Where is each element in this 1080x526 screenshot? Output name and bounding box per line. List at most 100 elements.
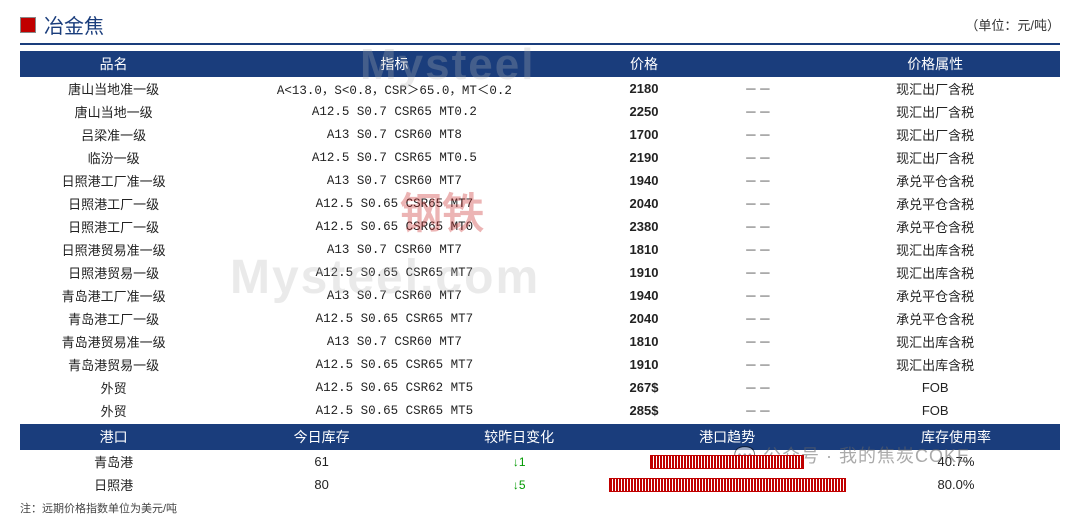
trend-cell — [602, 450, 852, 473]
column-header: 指标 — [207, 51, 581, 77]
spec-cell: A12.5 S0.65 CSR65 MT7 — [207, 307, 581, 330]
spec-cell: A13 S0.7 CSR60 MT7 — [207, 330, 581, 353]
spec-cell: A12.5 S0.7 CSR65 MT0.2 — [207, 100, 581, 123]
spec-cell: A12.5 S0.65 CSR65 MT7 — [207, 261, 581, 284]
spec-cell: A12.5 S0.65 CSR65 MT7 — [207, 192, 581, 215]
port-name: 青岛港 — [20, 450, 207, 473]
product-name: 青岛港工厂一级 — [20, 307, 207, 330]
page-title: 冶金焦 — [44, 10, 104, 39]
column-header: 价格属性 — [810, 51, 1060, 77]
table-row: 青岛港工厂一级A12.5 S0.65 CSR65 MT72040－－承兑平仓含税 — [20, 307, 1060, 330]
change-cell: －－ — [706, 215, 810, 238]
column-header — [706, 51, 810, 77]
change-cell: －－ — [706, 100, 810, 123]
table-row: 唐山当地准一级A<13.0，S<0.8，CSR＞65.0，MT＜0.22180－… — [20, 77, 1060, 100]
trend-cell — [602, 473, 852, 496]
attr-cell: 承兑平仓含税 — [810, 215, 1060, 238]
attr-cell: 现汇出厂含税 — [810, 77, 1060, 100]
spec-cell: A<13.0，S<0.8，CSR＞65.0，MT＜0.2 — [207, 77, 581, 100]
column-header: 港口 — [20, 424, 207, 450]
spec-cell: A12.5 S0.65 CSR62 MT5 — [207, 376, 581, 399]
table-row: 青岛港贸易准一级A13 S0.7 CSR60 MT71810－－现汇出库含税 — [20, 330, 1060, 353]
column-header: 库存使用率 — [852, 424, 1060, 450]
spec-cell: A13 S0.7 CSR60 MT7 — [207, 169, 581, 192]
stock-cell: 61 — [207, 450, 436, 473]
trend-bar — [650, 455, 805, 469]
product-name: 日照港工厂一级 — [20, 192, 207, 215]
spec-cell: A13 S0.7 CSR60 MT7 — [207, 284, 581, 307]
spec-cell: A12.5 S0.65 CSR65 MT5 — [207, 399, 581, 422]
table-row: 青岛港贸易一级A12.5 S0.65 CSR65 MT71910－－现汇出库含税 — [20, 353, 1060, 376]
spec-cell: A12.5 S0.65 CSR65 MT0 — [207, 215, 581, 238]
price-cell: 1940 — [582, 169, 707, 192]
price-cell: 1810 — [582, 238, 707, 261]
change-cell: －－ — [706, 146, 810, 169]
table-row: 日照港贸易准一级A13 S0.7 CSR60 MT71810－－现汇出库含税 — [20, 238, 1060, 261]
price-cell: 2040 — [582, 192, 707, 215]
table-row: 临汾一级A12.5 S0.7 CSR65 MT0.52190－－现汇出厂含税 — [20, 146, 1060, 169]
spec-cell: A12.5 S0.65 CSR65 MT7 — [207, 353, 581, 376]
change-cell: －－ — [706, 399, 810, 422]
title-marker — [20, 17, 36, 33]
change-cell: －－ — [706, 192, 810, 215]
port-name: 日照港 — [20, 473, 207, 496]
change-cell: －－ — [706, 169, 810, 192]
change-cell: －－ — [706, 307, 810, 330]
product-name: 青岛港贸易准一级 — [20, 330, 207, 353]
attr-cell: 现汇出厂含税 — [810, 100, 1060, 123]
delta-cell: ↓1 — [436, 450, 602, 473]
change-cell: －－ — [706, 353, 810, 376]
change-cell: －－ — [706, 77, 810, 100]
change-cell: －－ — [706, 238, 810, 261]
price-cell: 1700 — [582, 123, 707, 146]
column-header: 今日库存 — [207, 424, 436, 450]
attr-cell: 承兑平仓含税 — [810, 192, 1060, 215]
change-cell: －－ — [706, 123, 810, 146]
product-name: 日照港工厂准一级 — [20, 169, 207, 192]
table-row: 外贸A12.5 S0.65 CSR65 MT5285$－－FOB — [20, 399, 1060, 422]
product-name: 唐山当地一级 — [20, 100, 207, 123]
attr-cell: 承兑平仓含税 — [810, 169, 1060, 192]
attr-cell: 现汇出库含税 — [810, 238, 1060, 261]
port-row: 青岛港61↓1 40.7% — [20, 450, 1060, 473]
table-row: 日照港工厂一级A12.5 S0.65 CSR65 MT02380－－承兑平仓含税 — [20, 215, 1060, 238]
page-container: Mysteel 钢铁 Mysteel.com 💬 公众号 · 我的焦炭COKE … — [20, 10, 1060, 516]
title-left: 冶金焦 — [20, 10, 104, 39]
change-cell: －－ — [706, 330, 810, 353]
attr-cell: 现汇出库含税 — [810, 261, 1060, 284]
attr-cell: 承兑平仓含税 — [810, 307, 1060, 330]
change-cell: －－ — [706, 261, 810, 284]
table-header: 品名指标价格 价格属性 — [20, 51, 1060, 77]
title-row: 冶金焦 （单位：元/吨） — [20, 10, 1060, 45]
spec-cell: A13 S0.7 CSR60 MT7 — [207, 238, 581, 261]
attr-cell: 现汇出库含税 — [810, 330, 1060, 353]
price-cell: 2380 — [582, 215, 707, 238]
price-cell: 1910 — [582, 353, 707, 376]
stock-cell: 80 — [207, 473, 436, 496]
table-row: 日照港工厂一级A12.5 S0.65 CSR65 MT72040－－承兑平仓含税 — [20, 192, 1060, 215]
price-cell: 1810 — [582, 330, 707, 353]
product-name: 外贸 — [20, 399, 207, 422]
attr-cell: 现汇出厂含税 — [810, 123, 1060, 146]
column-header: 价格 — [582, 51, 707, 77]
table-row: 外贸A12.5 S0.65 CSR62 MT5267$－－FOB — [20, 376, 1060, 399]
table-header: 港口今日库存较昨日变化港口趋势库存使用率 — [20, 424, 1060, 450]
table-row: 唐山当地一级A12.5 S0.7 CSR65 MT0.22250－－现汇出厂含税 — [20, 100, 1060, 123]
product-name: 吕梁准一级 — [20, 123, 207, 146]
column-header: 品名 — [20, 51, 207, 77]
change-cell: －－ — [706, 376, 810, 399]
delta-cell: ↓5 — [436, 473, 602, 496]
price-cell: 2250 — [582, 100, 707, 123]
attr-cell: FOB — [810, 376, 1060, 399]
price-cell: 1940 — [582, 284, 707, 307]
price-cell: 267$ — [582, 376, 707, 399]
spec-cell: A13 S0.7 CSR60 MT8 — [207, 123, 581, 146]
port-row: 日照港80↓580.0% — [20, 473, 1060, 496]
attr-cell: FOB — [810, 399, 1060, 422]
trend-bar — [609, 478, 846, 492]
price-cell: 2040 — [582, 307, 707, 330]
product-name: 临汾一级 — [20, 146, 207, 169]
price-cell: 1910 — [582, 261, 707, 284]
usage-cell: 40.7% — [852, 450, 1060, 473]
product-name: 青岛港工厂准一级 — [20, 284, 207, 307]
